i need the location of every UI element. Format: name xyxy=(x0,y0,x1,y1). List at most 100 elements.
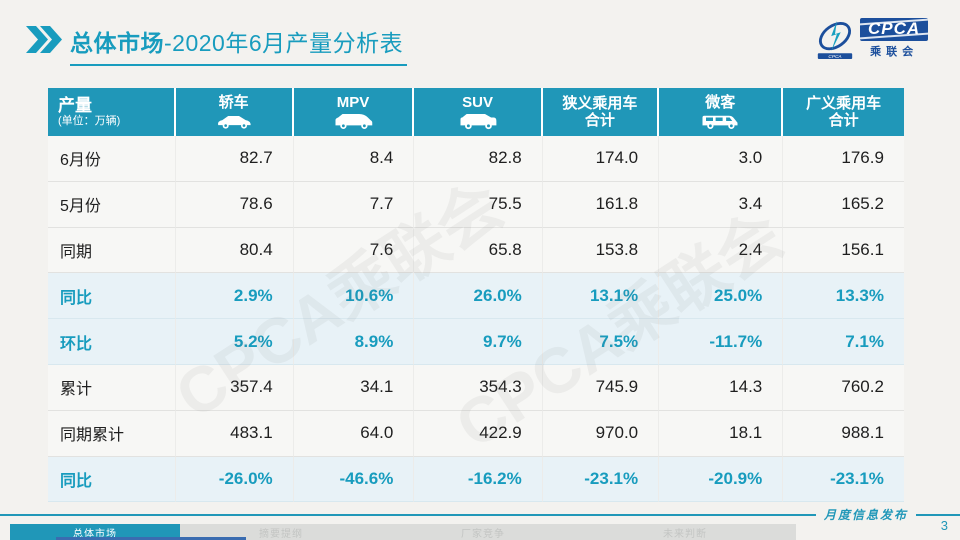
data-cell: -11.7% xyxy=(659,319,784,365)
column-header-label: 广义乘用车 xyxy=(806,94,882,112)
data-cell: 34.1 xyxy=(293,364,415,411)
column-header-label: 微客 xyxy=(705,93,736,111)
data-cell: 64.0 xyxy=(293,410,415,457)
data-cell: 7.6 xyxy=(293,227,415,274)
section-tab[interactable]: 厂家竞争 xyxy=(461,528,505,540)
column-header-label: 合计 xyxy=(584,112,615,129)
sedan-icon xyxy=(214,112,254,130)
data-cell: 161.8 xyxy=(542,181,660,228)
page-title: 总体市场-2020年6月产量分析表 xyxy=(70,24,408,66)
title-section: 总体市场 xyxy=(70,30,164,56)
data-cell: 7.7 xyxy=(293,181,415,228)
row-label: 同期 xyxy=(48,227,176,274)
column-header-label: MPV xyxy=(336,93,370,111)
data-cell: 357.4 xyxy=(175,364,294,411)
table-row: 6月份 82.7 8.4 82.8 174.0 3.0 176.9 xyxy=(48,136,904,182)
column-header-label: SUV xyxy=(462,93,493,111)
data-cell: 26.0% xyxy=(414,273,543,320)
data-cell: 7.5% xyxy=(542,319,660,365)
page-number: 3 xyxy=(940,518,948,533)
cpca-swoosh-icon: CPCA xyxy=(817,20,853,60)
row-label: 6月份 xyxy=(48,136,176,182)
data-cell: 156.1 xyxy=(783,227,904,274)
section-tab[interactable]: 总体市场 xyxy=(10,524,180,540)
data-cell: 988.1 xyxy=(783,410,904,457)
data-cell: 82.8 xyxy=(414,136,543,182)
row-label: 同期累计 xyxy=(48,410,176,457)
column-header-label: 轿车 xyxy=(218,93,249,111)
column-header: 广义乘用车 合计 xyxy=(783,88,904,136)
data-cell: 13.3% xyxy=(783,273,904,320)
column-header: 微客 xyxy=(659,88,784,136)
footer-divider xyxy=(0,514,960,516)
double-chevron-icon xyxy=(26,26,62,58)
column-header: MPV xyxy=(294,88,415,136)
data-cell: 422.9 xyxy=(414,410,543,457)
row-label: 5月份 xyxy=(48,181,176,228)
data-cell: 7.1% xyxy=(783,319,904,365)
data-cell: 176.9 xyxy=(783,136,904,182)
column-header: 狭义乘用车 合计 xyxy=(543,88,660,136)
page-title-bar: 总体市场-2020年6月产量分析表 xyxy=(26,24,810,66)
data-cell: 13.1% xyxy=(542,273,660,320)
column-header-label: 合计 xyxy=(828,112,859,129)
data-cell: 153.8 xyxy=(542,227,660,274)
data-cell: 5.2% xyxy=(175,319,294,365)
data-cell: 25.0% xyxy=(659,273,784,320)
data-cell: -46.6% xyxy=(293,456,415,503)
data-cell: -26.0% xyxy=(175,456,294,503)
table-body: 6月份 82.7 8.4 82.8 174.0 3.0 176.9 5月份 78.6 7.7 75.… xyxy=(48,136,904,503)
data-cell: -16.2% xyxy=(414,456,543,503)
column-header-label: 狭义乘用车 xyxy=(562,94,638,112)
row-label: 同比 xyxy=(48,456,176,503)
data-cell: 483.1 xyxy=(175,410,294,457)
table-row: 同期累计 483.1 64.0 422.9 970.0 18.1 988.1 xyxy=(48,410,904,457)
cpca-logo: CPCA CPCA 乘联会 xyxy=(814,14,932,62)
data-cell: 354.3 xyxy=(414,364,543,411)
title-rest: -2020年6月产量分析表 xyxy=(164,30,404,56)
data-cell: 745.9 xyxy=(542,364,660,411)
microvan-icon xyxy=(699,112,741,130)
row-label: 累计 xyxy=(48,364,176,411)
data-cell: 78.6 xyxy=(175,181,294,228)
data-cell: 760.2 xyxy=(783,364,904,411)
data-cell: 18.1 xyxy=(659,410,784,457)
section-tab[interactable]: 未来判断 xyxy=(663,528,707,540)
footer-caption: 月度信息发布 xyxy=(815,506,916,523)
cpca-logo-text: CPCA xyxy=(860,17,929,41)
data-cell: 80.4 xyxy=(175,227,294,274)
svg-text:CPCA: CPCA xyxy=(828,54,841,60)
cpca-logo-subtext: 乘联会 xyxy=(870,45,919,58)
row-label: 环比 xyxy=(48,319,176,365)
section-tab[interactable]: 摘要提纲 xyxy=(259,528,303,540)
corner-label: 产量 xyxy=(58,95,92,115)
section-tab-bar: 总体市场 摘要提纲 厂家竞争 未来判断 xyxy=(10,524,796,540)
data-cell: 14.3 xyxy=(659,364,784,411)
table-row: 同比 -26.0% -46.6% -16.2% -23.1% -20.9% -23.1% xyxy=(48,456,904,503)
data-cell: 2.4 xyxy=(659,227,784,274)
bottom-accent-strip xyxy=(56,537,246,540)
data-cell: 65.8 xyxy=(414,227,543,274)
data-cell: -23.1% xyxy=(783,456,904,503)
corner-unit: (单位：万辆) xyxy=(58,115,121,128)
data-cell: 82.7 xyxy=(175,136,294,182)
data-cell: 3.0 xyxy=(659,136,784,182)
table-corner-cell: 产量 (单位：万辆) xyxy=(48,88,176,136)
production-table: 产量 (单位：万辆) 轿车 MPV SUV 狭义乘用车 合计 微客 广义乘用车 合计 6月份 8… xyxy=(48,88,904,503)
table-header-row: 产量 (单位：万辆) 轿车 MPV SUV 狭义乘用车 合计 微客 广义乘用车 合计 xyxy=(48,88,904,136)
table-row: 累计 357.4 34.1 354.3 745.9 14.3 760.2 xyxy=(48,364,904,411)
table-row: 同比 2.9% 10.6% 26.0% 13.1% 25.0% 13.3% xyxy=(48,273,904,320)
data-cell: 970.0 xyxy=(542,410,660,457)
mpv-icon xyxy=(332,112,374,130)
data-cell: 9.7% xyxy=(414,319,543,365)
data-cell: 165.2 xyxy=(783,181,904,228)
data-cell: 10.6% xyxy=(293,273,415,320)
data-cell: 75.5 xyxy=(414,181,543,228)
data-cell: 8.9% xyxy=(293,319,415,365)
suv-icon xyxy=(457,112,499,130)
data-cell: 174.0 xyxy=(542,136,660,182)
data-cell: 2.9% xyxy=(175,273,294,320)
row-label: 同比 xyxy=(48,273,176,320)
column-header: 轿车 xyxy=(176,88,294,136)
data-cell: 3.4 xyxy=(659,181,784,228)
